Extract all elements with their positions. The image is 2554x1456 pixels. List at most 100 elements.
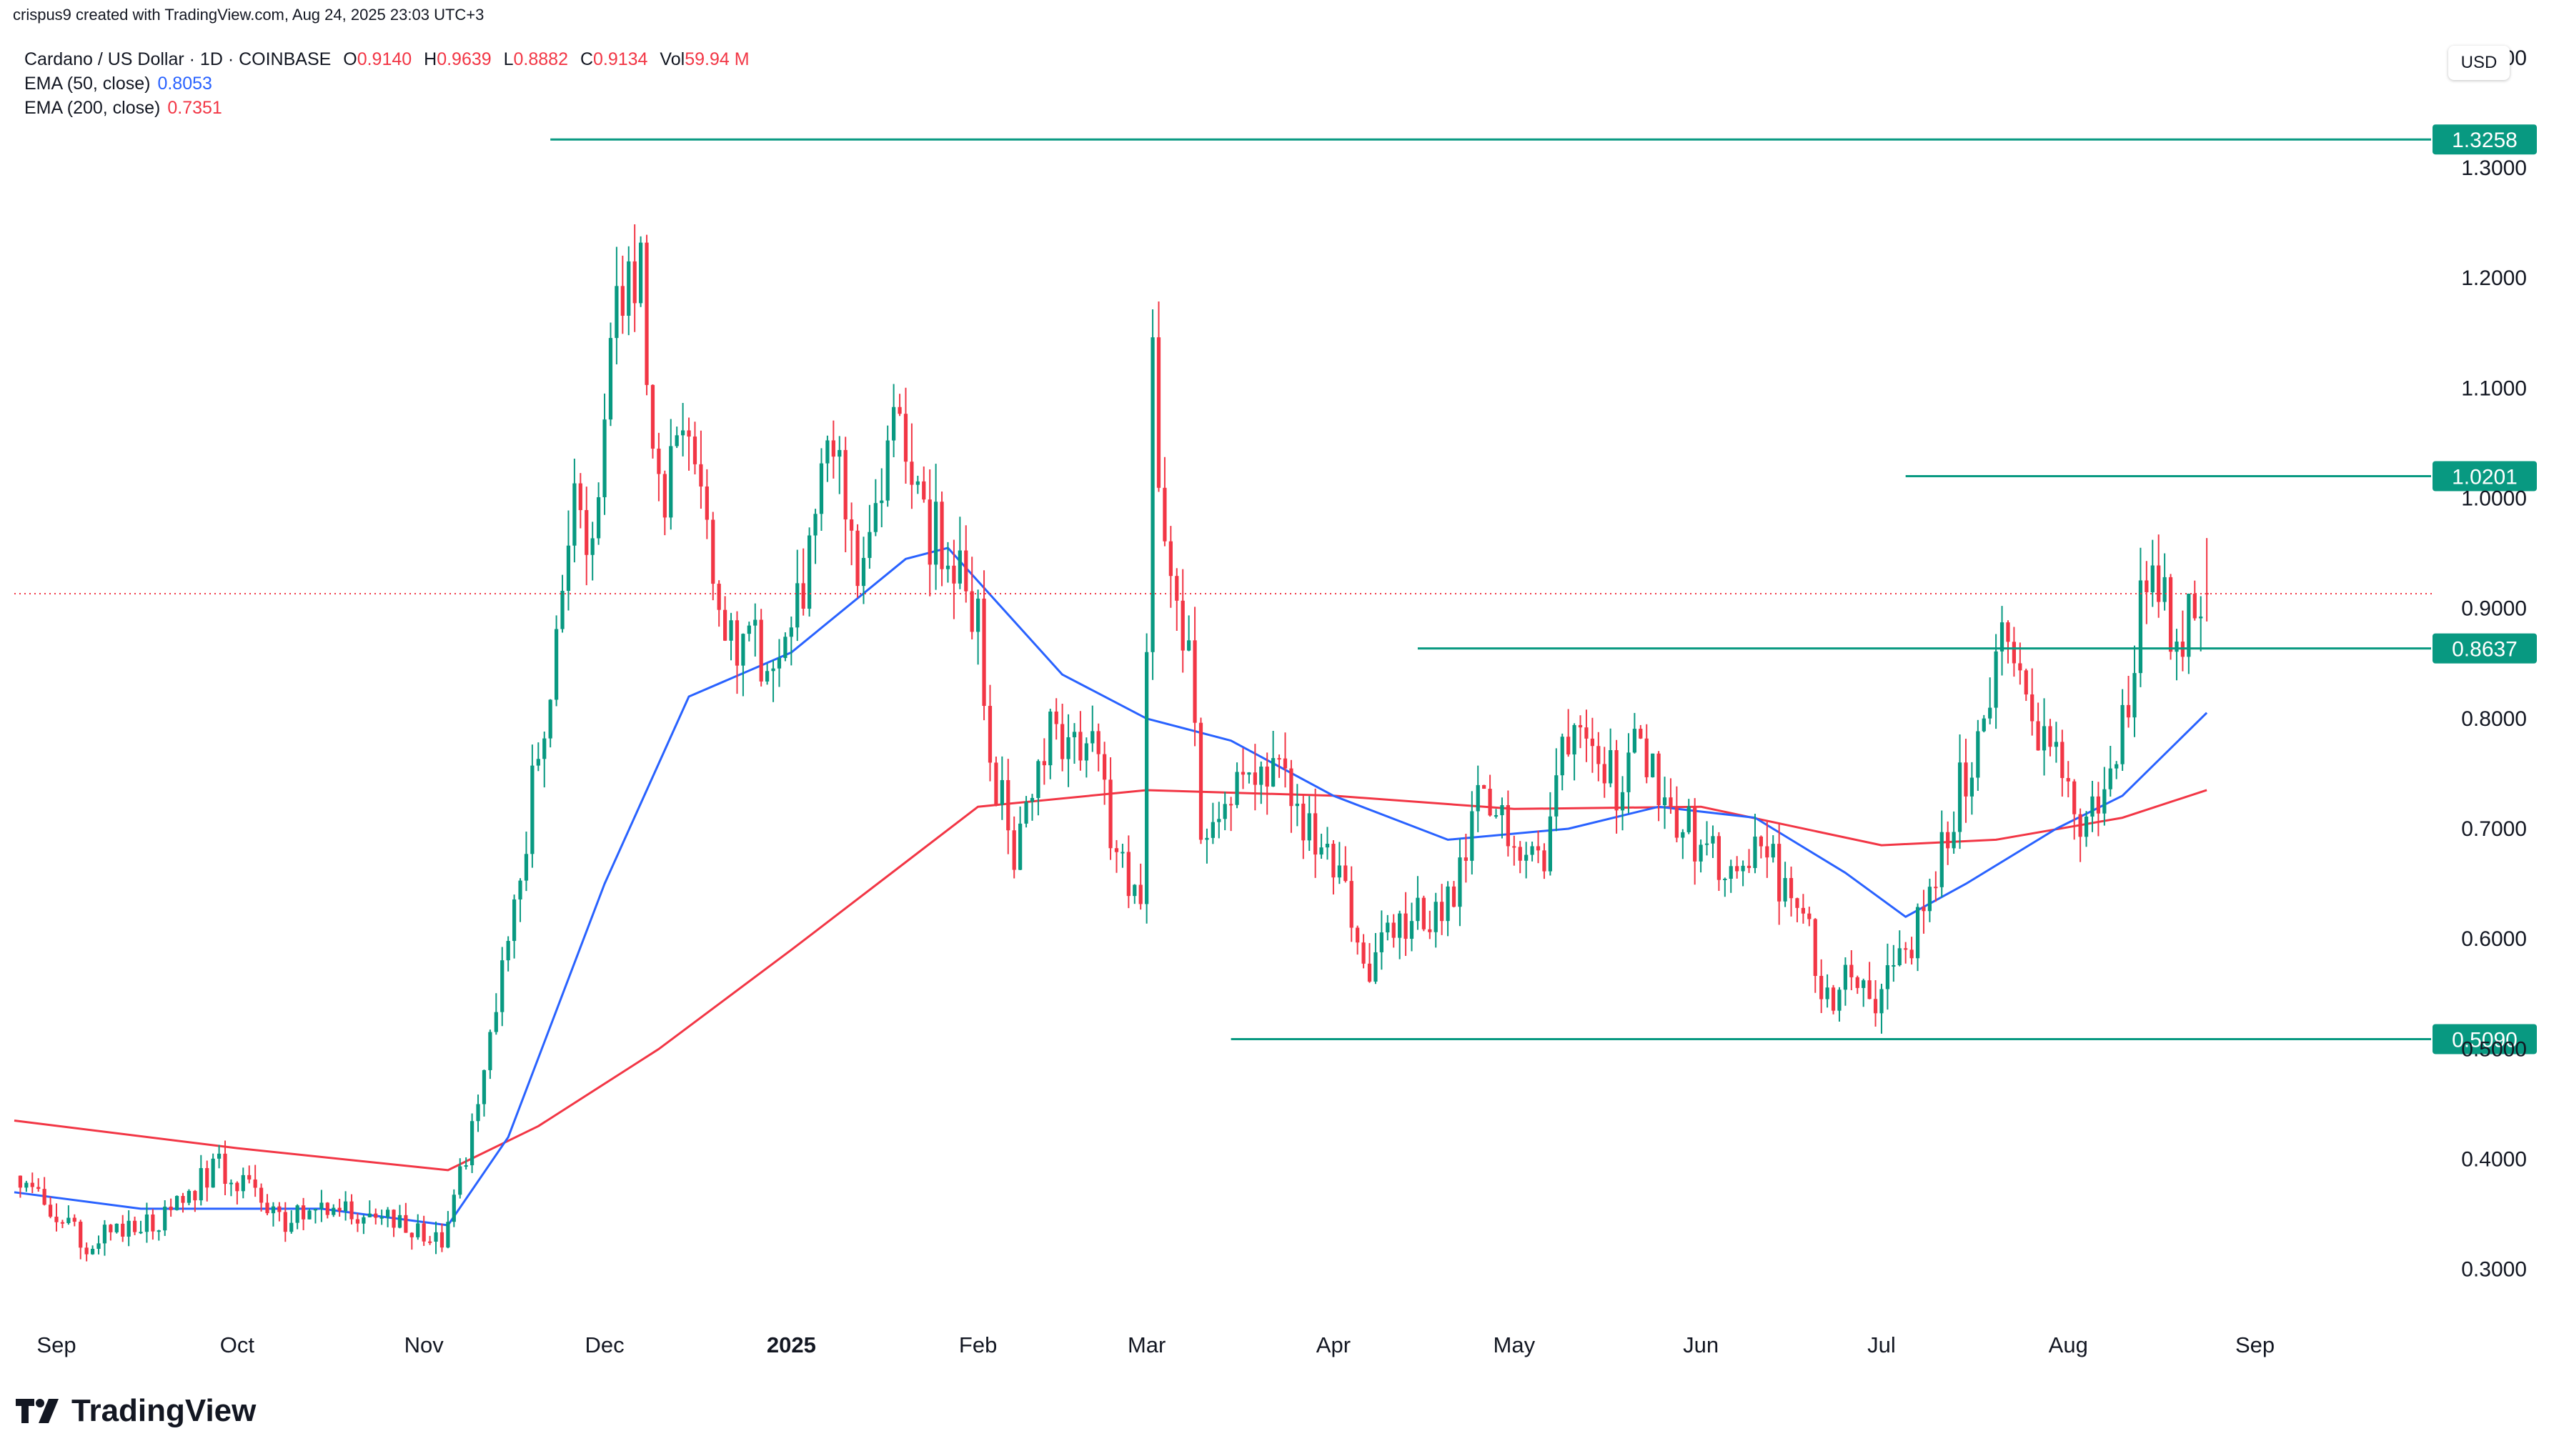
candle-body: [578, 483, 582, 510]
time-tick-label-7: Apr: [1316, 1332, 1351, 1357]
candle-body: [2024, 670, 2028, 695]
candle-body: [169, 1206, 173, 1210]
candle-11: [84, 1242, 89, 1262]
candle-body: [1644, 738, 1649, 777]
candle-body: [560, 590, 565, 629]
candle-261: [1590, 717, 1594, 773]
candle-body: [392, 1210, 396, 1228]
candle-315: [1915, 903, 1920, 972]
candle-9: [72, 1214, 76, 1227]
time-tick-label-1: Oct: [220, 1332, 255, 1357]
currency-button[interactable]: USD: [2448, 46, 2510, 80]
candle-body: [892, 407, 896, 441]
candle-333: [2024, 668, 2028, 702]
candle-body: [121, 1223, 125, 1237]
candle-body: [325, 1202, 329, 1215]
candle-38: [247, 1165, 252, 1184]
candle-41: [265, 1194, 269, 1216]
candle-body: [235, 1182, 239, 1192]
candle-301: [1831, 984, 1836, 1014]
candle-224: [1367, 943, 1372, 983]
candle-153: [940, 491, 944, 587]
candle-325: [1976, 719, 1980, 792]
candle-body: [1620, 792, 1625, 811]
candle-16: [114, 1223, 119, 1234]
candle-body: [1108, 779, 1113, 849]
candle-body: [1837, 989, 1842, 1011]
candle-311: [1892, 944, 1896, 982]
candle-body: [735, 620, 740, 666]
candle-162: [994, 757, 998, 807]
candle-56: [355, 1213, 360, 1232]
candle-206: [1259, 761, 1263, 804]
candle-body: [548, 699, 552, 739]
candle-197: [1205, 828, 1209, 864]
candle-223: [1361, 934, 1366, 969]
level-label-box-1: [2433, 461, 2537, 492]
candle-body: [84, 1247, 89, 1255]
candle-body: [1416, 897, 1420, 922]
candle-body: [54, 1217, 59, 1222]
candle-body: [2048, 726, 2052, 747]
candle-body: [1897, 948, 1902, 965]
candle-body: [181, 1196, 185, 1203]
candle-40: [259, 1183, 264, 1212]
candle-356: [2162, 553, 2167, 611]
candle-body: [1458, 857, 1462, 907]
candle-289: [1759, 835, 1764, 859]
candle-body: [1686, 806, 1691, 832]
tradingview-logo-text: TradingView: [71, 1393, 257, 1428]
candle-207: [1265, 752, 1269, 815]
candle-345: [2096, 782, 2101, 837]
candle-167: [1024, 796, 1028, 828]
level-label-0: 1.3258: [2452, 129, 2518, 152]
candle-body: [1428, 929, 1432, 932]
price-tick-label-3: 1.1000: [2461, 377, 2527, 400]
candle-208: [1271, 730, 1276, 787]
candle-359: [2180, 610, 2185, 672]
candle-body: [1241, 772, 1246, 775]
candle-body: [1084, 743, 1088, 761]
candle-body: [1807, 913, 1812, 919]
candle-body: [898, 407, 902, 414]
candle-98: [608, 322, 613, 427]
candle-body: [1729, 866, 1733, 879]
candle-352: [2138, 547, 2143, 687]
candle-body: [1337, 865, 1341, 878]
candle-216: [1319, 833, 1323, 859]
candle-body: [397, 1215, 402, 1228]
legend-ohlc-row: Cardano / US Dollar · 1D · COINBASE O0.9…: [24, 47, 750, 71]
candle-260: [1584, 709, 1589, 762]
candle-body: [2072, 781, 2077, 814]
candle-1: [24, 1180, 29, 1192]
candle-body: [362, 1217, 366, 1224]
horizontal-levels-group: 1.3258 1.0201 0.8637 0.5090: [550, 124, 2537, 1054]
candle-183: [1121, 843, 1125, 868]
candle-body: [1398, 913, 1402, 938]
candle-body: [36, 1187, 41, 1190]
candle-body: [2132, 673, 2137, 718]
candle-body: [1681, 832, 1685, 838]
candle-0: [18, 1175, 23, 1198]
candle-body: [434, 1232, 438, 1242]
candle-body: [1012, 830, 1016, 870]
candle-body: [1753, 836, 1757, 869]
candle-291: [1771, 835, 1775, 863]
candle-body: [1735, 866, 1739, 872]
candle-253: [1542, 843, 1546, 879]
candle-105: [650, 384, 655, 459]
candle-body: [958, 550, 962, 584]
tradingview-logo[interactable]: TradingView: [16, 1393, 256, 1429]
candle-body: [1409, 921, 1414, 939]
candle-body: [1578, 724, 1583, 728]
candle-body: [1121, 852, 1125, 854]
legend-ema200-row: EMA (200, close) 0.7351: [24, 96, 750, 120]
candle-body: [1090, 731, 1095, 744]
legend-high-label: H: [424, 49, 437, 69]
candle-body: [1639, 729, 1643, 739]
candle-263: [1602, 747, 1606, 798]
candle-191: [1168, 526, 1173, 608]
candle-body: [277, 1206, 282, 1212]
candle-313: [1904, 942, 1908, 964]
